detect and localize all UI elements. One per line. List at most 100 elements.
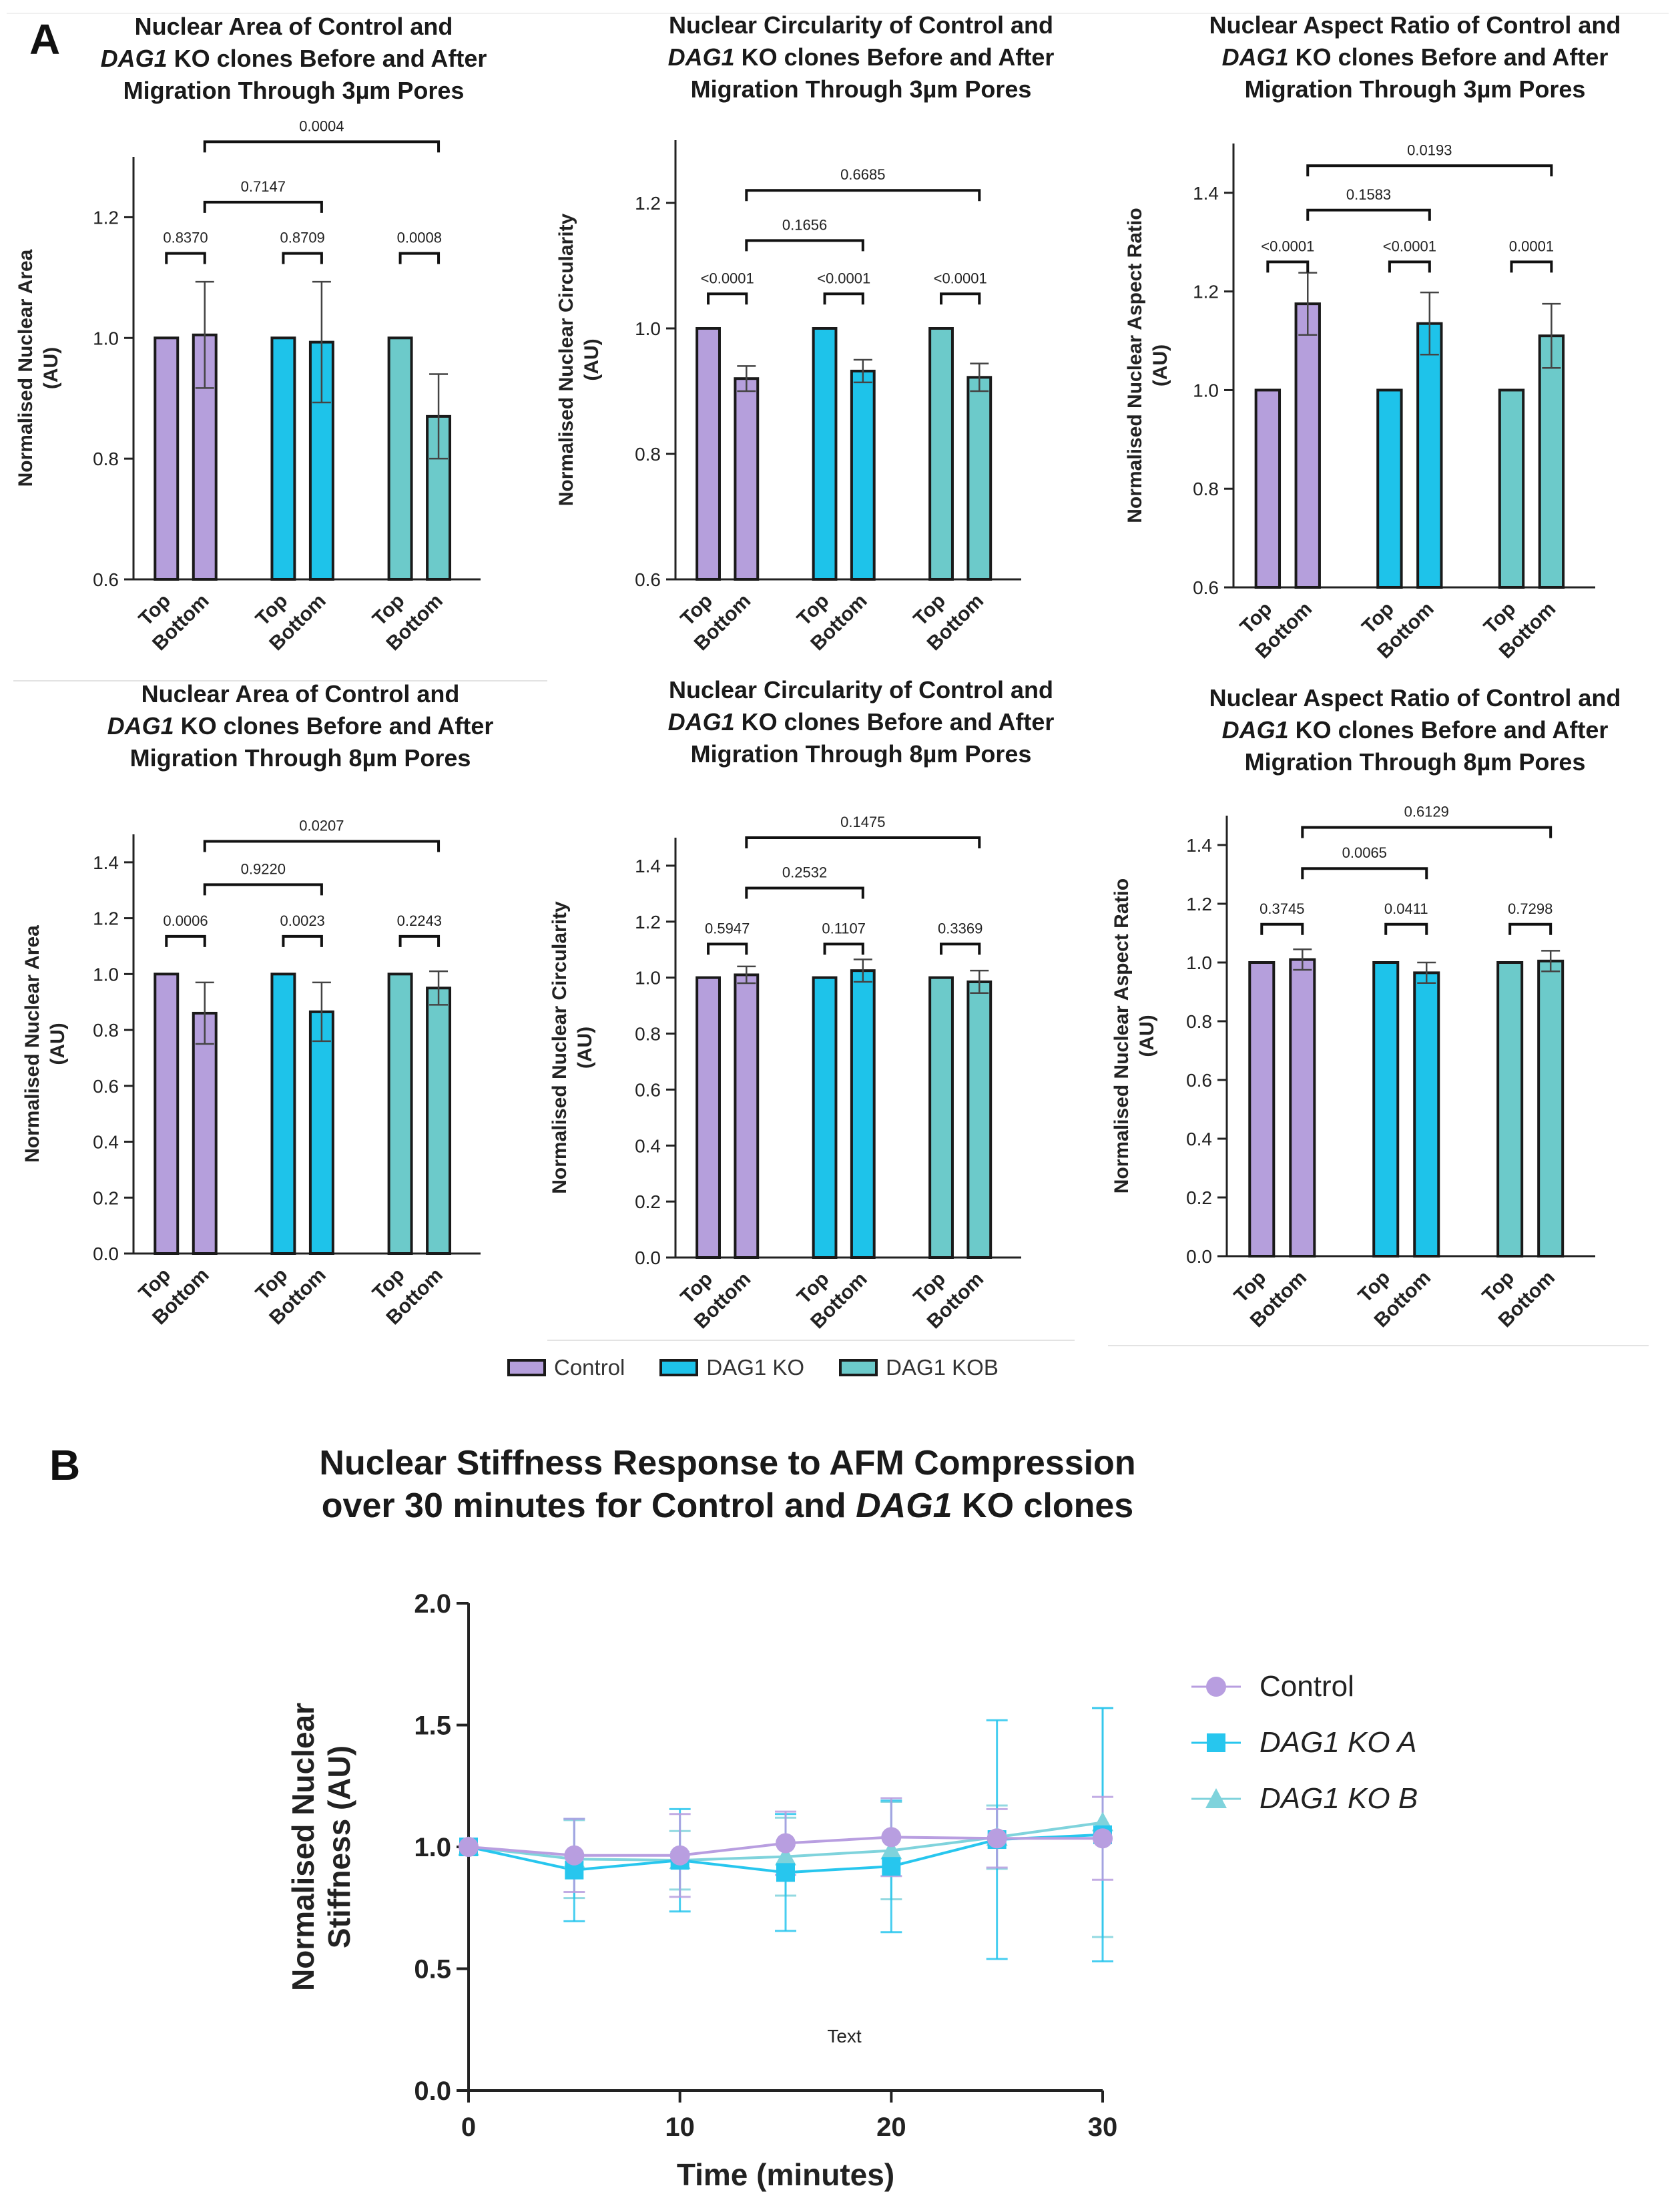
sig-bracket-within (1266, 260, 1310, 273)
panel-label-a: A (29, 15, 61, 63)
sig-bracket-within-label: 0.3369 (938, 920, 983, 936)
sig-bracket-ctrl-vs-ko-label: 0.9220 (241, 860, 286, 877)
legend-b-label-ko-a: DAG1 KO A (1260, 1726, 1417, 1759)
y-tick-label: 0.6 (93, 1076, 119, 1097)
legend-item-dag1-kob: DAG1 KOB (839, 1355, 999, 1380)
bar-control-bottom (1294, 302, 1321, 589)
y-tick-label: 0.2 (1186, 1187, 1212, 1208)
x-axis-label: Time (minutes) (677, 2157, 894, 2192)
y-tick-label: 1.4 (93, 852, 119, 873)
sig-bracket-within-label: 0.7298 (1508, 900, 1553, 917)
sig-bracket-ctrl-vs-kob-label: 0.1475 (840, 814, 885, 830)
sig-bracket-ctrl-vs-ko (203, 883, 323, 896)
sig-bracket-ctrl-vs-kob-label: 0.6129 (1404, 804, 1449, 820)
y-tick-label: 0.0 (414, 2077, 451, 2106)
bar-dag1-kob-top (1498, 388, 1525, 589)
sig-bracket-ctrl-vs-ko (745, 239, 864, 252)
y-tick-label: 1.0 (93, 328, 119, 348)
y-tick-label: 0.6 (635, 1079, 661, 1100)
sig-bracket-ctrl-vs-kob-label: 0.0004 (299, 117, 344, 134)
sig-bracket-within (707, 942, 748, 955)
chart-title-ar8: Nuclear Aspect Ratio of Control and DAG1… (1209, 684, 1621, 776)
y-tick-label: 0.4 (635, 1135, 661, 1156)
y-tick-label: 1.0 (1186, 952, 1212, 973)
legend-b-item-ko-b: DAG1 KO B (1191, 1771, 1418, 1827)
y-tick-label: 1.0 (414, 1833, 451, 1862)
chart-title-stiffness: Nuclear Stiffness Response to AFM Compre… (319, 1444, 1136, 1525)
sig-bracket-within-label: <0.0001 (1383, 238, 1436, 254)
sig-bracket-within (940, 292, 981, 305)
bar-dag1-kob-top (928, 327, 954, 581)
sig-bracket-within (1260, 922, 1304, 935)
y-tick-label: 1.2 (93, 207, 119, 228)
bar-control-top (1248, 961, 1276, 1258)
y-tick-label: 1.2 (635, 912, 661, 932)
sig-bracket-within-label: <0.0001 (1261, 238, 1314, 254)
bar-dag1-ko-top (812, 976, 838, 1259)
y-tick-label: 1.0 (635, 968, 661, 989)
legend-item-control: Control (507, 1355, 625, 1380)
sig-bracket-within (823, 292, 864, 305)
sig-bracket-within (1384, 922, 1428, 935)
sig-bracket-ctrl-vs-ko-label: 0.7147 (241, 178, 286, 195)
y-tick-label: 1.0 (1193, 380, 1219, 400)
y-tick-label: 2.0 (414, 1589, 451, 1619)
sig-bracket-within-label: <0.0001 (701, 270, 754, 286)
bar-control-top (695, 327, 721, 581)
legend-label-dag1-kob: DAG1 KOB (886, 1355, 999, 1380)
bar-control-bottom (734, 377, 760, 581)
bar-chart-circ3: 0.6 0.8 1.0 1.2 Normalised Nuclear Circulari… (555, 140, 1021, 655)
bar-control-top (695, 976, 721, 1259)
y-axis-label: Normalised Nuclear Aspect Ratio (1124, 208, 1146, 523)
sig-bracket-within-label: 0.0001 (1509, 238, 1554, 254)
sig-bracket-ctrl-vs-ko-label: 0.2532 (782, 864, 827, 880)
y-axis-label: Normalised Nuclear Circularity (549, 901, 571, 1194)
y-tick-label: 1.2 (1186, 894, 1212, 914)
chart-title-area3: Nuclear Area of Control and DAG1 KO clon… (100, 13, 487, 104)
sig-bracket-within (165, 252, 206, 264)
bar-dag1-kob-bottom (426, 987, 452, 1256)
bar-chart-area8: 0.0 0.2 0.4 0.6 0.8 1.0 1.2 1.4 Normalised Nucle… (21, 817, 481, 1329)
bar-control-bottom (734, 973, 760, 1260)
y-axis-label: Normalised Nuclear Area (21, 925, 43, 1163)
data-point-control (459, 1837, 479, 1857)
bar-dag1-ko-top (270, 973, 296, 1256)
bar-control-top (154, 973, 180, 1256)
y-tick-label: 0.0 (635, 1248, 661, 1268)
legend-label-control: Control (554, 1355, 625, 1380)
y-tick-label: 0.6 (635, 569, 661, 590)
sig-bracket-ctrl-vs-ko-label: 0.1656 (782, 216, 827, 233)
sig-bracket-within-label: 0.0006 (163, 912, 208, 929)
sig-bracket-ctrl-vs-kob-label: 0.0207 (299, 817, 344, 834)
chart-title-circ8: Nuclear Circularity of Control and DAG1 … (667, 676, 1055, 768)
y-tick-label: 0.6 (93, 569, 119, 590)
sig-bracket-ctrl-vs-kob (203, 140, 441, 153)
y-axis-label: Normalised Nuclear Circularity (555, 213, 577, 506)
y-tick-label: 0.6 (1186, 1070, 1212, 1091)
data-point-control (564, 1845, 585, 1866)
sig-bracket-ctrl-vs-ko (1301, 867, 1428, 880)
chart-title-ar3: Nuclear Aspect Ratio of Control and DAG1… (1209, 11, 1621, 103)
sig-bracket-within (1508, 922, 1553, 935)
y-tick-label: 1.4 (635, 856, 661, 876)
bar-control-bottom (1289, 958, 1316, 1258)
bar-dag1-kob-top (1496, 961, 1524, 1258)
y-tick-label: 0.5 (414, 1955, 451, 1984)
bar-control-top (1254, 388, 1282, 589)
sig-bracket-ctrl-vs-kob (745, 189, 981, 202)
data-point-control (881, 1827, 902, 1848)
data-point-control (1093, 1828, 1113, 1849)
line-chart-stiffness: 0.0 0.5 1.0 1.5 2.0 0 10 20 30 Time (minutes) Norm… (286, 1589, 1117, 2192)
y-tick-label: 0.2 (93, 1187, 119, 1208)
sig-bracket-within-label: 0.8370 (163, 230, 208, 246)
panel-label-b: B (49, 1441, 81, 1489)
bar-dag1-ko-bottom (1413, 971, 1440, 1258)
y-axis-label: Normalised Nuclear Area (15, 249, 37, 487)
y-axis-label: Normalised Nuclear Aspect Ratio (1111, 878, 1133, 1193)
y-tick-label: 0.8 (1193, 479, 1219, 499)
y-axis-label-unit: (AU) (40, 347, 62, 389)
y-tick-label: 0.8 (1186, 1011, 1212, 1032)
sig-bracket-ctrl-vs-kob (1301, 826, 1553, 838)
sig-bracket-within-label: 0.8709 (280, 230, 325, 246)
